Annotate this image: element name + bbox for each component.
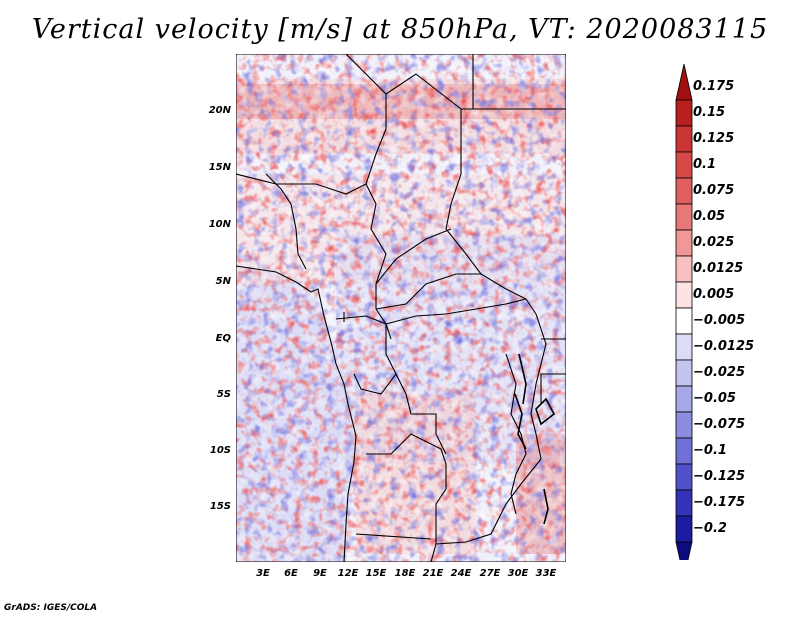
lon-tick-24e: 24E: [450, 568, 472, 579]
colorbar-swatch-4: [675, 177, 693, 205]
lat-tick-20n: 20N: [208, 105, 231, 116]
map-title: Vertical velocity [m/s] at 850hPa, VT: 2…: [31, 14, 769, 45]
lat-tick-15n: 15N: [208, 162, 231, 173]
lon-tick-18e: 18E: [394, 568, 416, 579]
colorbar-swatch-1: [675, 99, 693, 127]
colorbar-label-0125: 0.125: [693, 131, 735, 146]
colorbar-swatch-13: [675, 411, 693, 439]
lon-tick-9e: 9E: [313, 568, 327, 579]
vertical-velocity-map: 20N 15N 10N 5N EQ 5S 10S 15S 3E 6E 9E 12…: [209, 54, 566, 579]
contour-texture: [236, 54, 566, 562]
colorbar-label-015: 0.15: [693, 105, 726, 120]
lat-tick-eq: EQ: [215, 333, 231, 344]
lon-tick-27e: 27E: [479, 568, 501, 579]
lat-tick-5s: 5S: [216, 389, 231, 400]
lat-tick-15s: 15S: [209, 501, 231, 512]
colorbar-swatch-8: [675, 281, 693, 309]
colorbar-label-0005: 0.005: [693, 287, 735, 302]
colorbar-swatch-14: [675, 437, 693, 465]
colorbar-swatch-5: [675, 203, 693, 231]
colorbar-swatch-15: [675, 463, 693, 491]
colorbar-swatch-11: [675, 359, 693, 387]
lat-tick-10s: 10S: [209, 445, 231, 456]
lat-tick-5n: 5N: [215, 276, 231, 287]
colorbar-label-neg-01: −0.1: [693, 443, 727, 458]
lon-tick-15e: 15E: [365, 568, 387, 579]
colorbar-swatch-18: [675, 541, 693, 560]
colorbar-label-neg-0005: −0.005: [693, 313, 746, 328]
lon-tick-3e: 3E: [256, 568, 270, 579]
colorbar-swatch-3: [675, 151, 693, 179]
colorbar-label-neg-02: −0.2: [693, 521, 727, 536]
colorbar-label-01: 0.1: [693, 157, 717, 172]
colorbar-label-0025: 0.025: [693, 235, 735, 250]
colorbar-swatch-0: [675, 63, 693, 101]
colorbar-swatch-6: [675, 229, 693, 257]
grads-credit: GrADS: IGES/COLA: [4, 603, 98, 613]
map-plot: [236, 54, 566, 562]
colorbar-label-neg-0075: −0.075: [693, 417, 746, 432]
lon-tick-33e: 33E: [535, 568, 557, 579]
colorbar-label-neg-00125: −0.0125: [693, 339, 755, 354]
colorbar-label-neg-0025: −0.025: [693, 365, 746, 380]
colorbar-swatch-9: [675, 307, 693, 335]
colorbar-swatch-17: [675, 515, 693, 543]
colorbar-swatch-12: [675, 385, 693, 413]
lon-tick-12e: 12E: [337, 568, 359, 579]
lakes: [514, 353, 556, 525]
colorbar-label-0075: 0.075: [693, 183, 735, 198]
colorbar-swatch-10: [675, 333, 693, 361]
colorbar-swatch-16: [675, 489, 693, 517]
lat-tick-10n: 10N: [208, 219, 231, 230]
lon-tick-6e: 6E: [284, 568, 298, 579]
colorbar-swatch-7: [675, 255, 693, 283]
colorbar-label-neg-0125: −0.125: [693, 469, 746, 484]
colorbar-label-neg-0175: −0.175: [693, 495, 746, 510]
colorbar-label-00125: 0.0125: [693, 261, 744, 276]
lon-tick-21e: 21E: [422, 568, 444, 579]
colorbar-label-neg-005: −0.05: [693, 391, 736, 406]
country-borders: [236, 54, 566, 562]
colorbar-label-0175: 0.175: [693, 79, 735, 94]
lon-tick-30e: 30E: [507, 568, 529, 579]
colorbar-label-005: 0.05: [693, 209, 726, 224]
colorbar: [675, 63, 693, 560]
colorbar-swatch-2: [675, 125, 693, 153]
